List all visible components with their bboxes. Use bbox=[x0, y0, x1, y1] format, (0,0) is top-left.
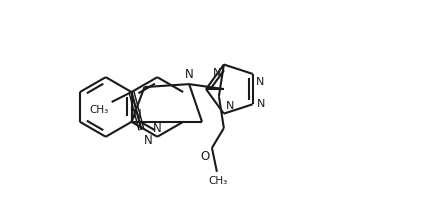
Text: O: O bbox=[201, 150, 210, 163]
Text: N: N bbox=[153, 122, 162, 135]
Text: N: N bbox=[143, 134, 152, 147]
Text: N: N bbox=[213, 67, 221, 78]
Text: N: N bbox=[133, 108, 141, 121]
Text: N: N bbox=[256, 77, 264, 87]
Text: N: N bbox=[257, 99, 265, 109]
Text: CH₃: CH₃ bbox=[208, 176, 227, 186]
Text: N: N bbox=[185, 68, 194, 81]
Text: N: N bbox=[226, 101, 234, 111]
Text: CH₃: CH₃ bbox=[89, 105, 109, 115]
